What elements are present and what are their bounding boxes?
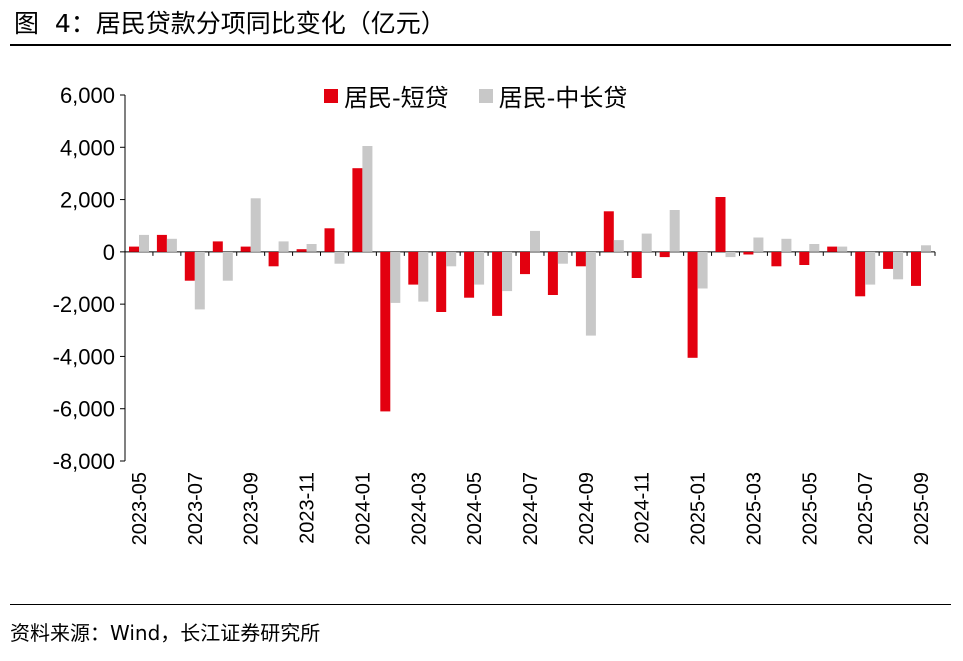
x-tick-label: 2024-11 [632,472,654,544]
bar-long-loan [893,251,904,280]
y-tick-label: 4,000 [60,135,115,160]
bar-short-loan [799,251,810,265]
bar-long-loan [194,251,205,310]
bar-short-loan [855,251,866,297]
bottom-divider [10,604,951,605]
x-tick-label: 2025-03 [743,472,765,545]
bar-short-loan [911,251,921,286]
legend-item-short-loan: 居民-短贷 [324,78,449,113]
bar-long-loan [557,251,568,264]
bar-long-loan [669,210,680,252]
bar-long-loan [390,251,401,303]
bar-long-loan [278,241,289,252]
y-tick-label: 0 [103,240,115,265]
bar-long-loan [222,251,233,281]
bar-long-loan [697,251,708,289]
bar-long-loan [837,246,848,252]
bar-short-loan [212,241,223,252]
y-tick-label: -6,000 [53,397,115,422]
y-tick-label: -2,000 [53,292,115,317]
bar-long-loan [418,251,429,302]
bar-short-loan [324,228,335,252]
bar-short-loan [520,251,530,275]
bar-short-loan [184,251,195,281]
x-tick-label: 2023-11 [297,472,319,544]
bar-short-loan [352,168,363,252]
legend-item-long-loan: 居民-中长贷 [478,78,628,113]
x-tick-label: 2024-09 [576,472,598,545]
bar-long-loan [530,230,540,252]
bar-short-loan [464,251,475,298]
bar-long-loan [474,251,485,285]
bar-short-loan [659,251,670,258]
bar-short-loan [492,251,503,316]
x-tick-label: 2025-07 [855,472,877,545]
source-note: 资料来源：Wind，长江证券研究所 [10,621,321,645]
bar-short-loan [156,234,167,252]
bar-long-loan [753,237,764,252]
title-divider [10,44,951,46]
legend-swatch-long-loan [478,88,493,103]
bar-long-loan [865,251,876,285]
bar-long-loan [585,251,596,336]
bar-long-loan [166,238,177,252]
x-tick-label: 2025-01 [688,472,710,545]
bar-long-loan [502,251,513,292]
bar-short-loan [827,246,838,252]
bar-short-loan [129,246,139,252]
bar-long-loan [334,251,345,264]
bar-long-loan [446,251,457,267]
x-tick-label: 2025-09 [911,472,933,545]
bar-long-loan [725,251,736,258]
x-tick-label: 2023-09 [241,472,263,545]
legend-label-short-loan: 居民-短贷 [344,84,449,112]
bar-short-loan [631,251,642,278]
bar-short-loan [883,251,894,269]
bar-short-loan [380,251,391,412]
bar-long-loan [362,146,373,252]
x-tick-label: 2024-05 [464,472,486,545]
figure-title: 图 4：居民贷款分项同比变化（亿元） [14,9,446,38]
bar-short-loan [268,251,279,267]
legend-label-long-loan: 居民-中长贷 [498,84,628,112]
bar-short-loan [436,251,447,312]
y-tick-label: -4,000 [53,344,115,369]
legend-swatch-short-loan [324,88,338,103]
bar-short-loan [575,251,586,267]
bar-short-loan [296,249,307,252]
bar-long-loan [921,245,931,252]
bar-long-loan [613,240,624,252]
x-tick-label: 2023-07 [185,472,207,545]
bar-long-loan [306,244,317,252]
bar-long-loan [139,234,149,252]
bar-short-loan [715,197,726,252]
x-tick-label: 2024-07 [520,472,542,545]
y-tick-label: -8,000 [53,449,115,474]
bar-long-loan [781,238,792,252]
chart-legend: 居民-短贷 居民-中长贷 [324,78,657,113]
x-tick-label: 2025-05 [799,472,821,545]
bar-long-loan [809,244,820,252]
x-tick-label: 2024-01 [352,472,374,545]
bar-short-loan [743,251,754,255]
x-tick-label: 2023-05 [129,472,151,545]
bar-long-loan [250,198,261,252]
bar-short-loan [547,251,558,295]
bar-long-loan [641,233,652,252]
y-tick-label: 2,000 [60,188,115,213]
y-tick-label: 6,000 [60,83,115,108]
x-tick-label: 2024-03 [408,472,430,545]
bar-short-loan [687,251,698,358]
bar-short-loan [240,246,251,252]
bar-short-loan [603,211,614,252]
bar-short-loan [771,251,782,267]
bar-short-loan [408,251,419,285]
